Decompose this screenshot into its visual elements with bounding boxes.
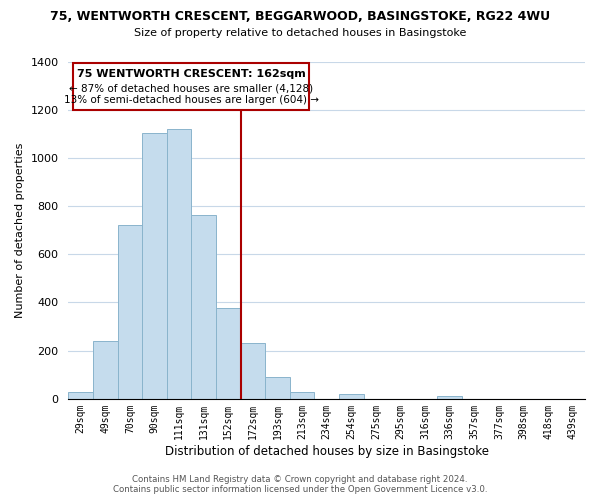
Text: Contains HM Land Registry data © Crown copyright and database right 2024.
Contai: Contains HM Land Registry data © Crown c… (113, 474, 487, 494)
Bar (68, 392, 93, 399)
Bar (339, 394, 364, 399)
Text: Size of property relative to detached houses in Basingstoke: Size of property relative to detached ho… (134, 28, 466, 38)
Bar (93, 340, 118, 399)
Bar (241, 344, 265, 399)
X-axis label: Distribution of detached houses by size in Basingstoke: Distribution of detached houses by size … (165, 444, 489, 458)
Bar (167, 129, 191, 399)
Bar (142, 133, 167, 399)
Text: ← 87% of detached houses are smaller (4,128): ← 87% of detached houses are smaller (4,… (70, 83, 313, 93)
FancyBboxPatch shape (73, 62, 310, 110)
Text: 13% of semi-detached houses are larger (604) →: 13% of semi-detached houses are larger (… (64, 95, 319, 105)
Bar (290, 392, 314, 399)
Y-axis label: Number of detached properties: Number of detached properties (15, 142, 25, 318)
Bar (437, 396, 462, 399)
Bar (191, 215, 216, 399)
Bar (118, 224, 142, 399)
Bar (265, 377, 290, 399)
Text: 75, WENTWORTH CRESCENT, BEGGARWOOD, BASINGSTOKE, RG22 4WU: 75, WENTWORTH CRESCENT, BEGGARWOOD, BASI… (50, 10, 550, 23)
Bar (216, 308, 241, 399)
Text: 75 WENTWORTH CRESCENT: 162sqm: 75 WENTWORTH CRESCENT: 162sqm (77, 68, 306, 78)
